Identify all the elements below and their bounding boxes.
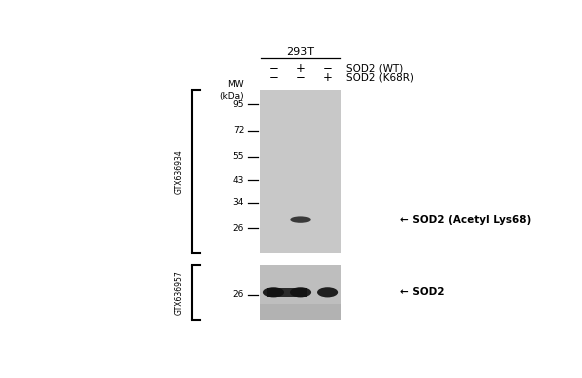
Ellipse shape xyxy=(317,287,338,297)
Text: 43: 43 xyxy=(233,176,244,185)
Text: 26: 26 xyxy=(233,290,244,299)
Ellipse shape xyxy=(290,287,311,297)
Text: ← SOD2: ← SOD2 xyxy=(400,287,444,297)
Text: 95: 95 xyxy=(233,100,244,109)
Text: SOD2 (WT): SOD2 (WT) xyxy=(346,64,403,74)
Text: (kDa): (kDa) xyxy=(219,91,244,101)
Text: 72: 72 xyxy=(233,127,244,135)
Text: +: + xyxy=(296,62,306,75)
Text: 26: 26 xyxy=(233,224,244,233)
Bar xyxy=(260,265,341,321)
Text: −: − xyxy=(296,71,306,84)
Bar xyxy=(260,304,341,321)
Bar xyxy=(267,288,307,297)
Text: MW: MW xyxy=(228,80,244,89)
Text: 293T: 293T xyxy=(286,47,314,57)
Text: 55: 55 xyxy=(233,152,244,161)
Ellipse shape xyxy=(263,287,284,297)
Ellipse shape xyxy=(290,216,311,223)
Text: SOD2 (K68R): SOD2 (K68R) xyxy=(346,73,413,83)
Bar xyxy=(260,90,341,254)
Text: 34: 34 xyxy=(233,198,244,207)
Text: +: + xyxy=(322,71,332,84)
Text: −: − xyxy=(322,62,332,75)
Text: GTX636934: GTX636934 xyxy=(174,150,183,194)
Text: −: − xyxy=(268,62,278,75)
Text: ← SOD2 (Acetyl Lys68): ← SOD2 (Acetyl Lys68) xyxy=(400,215,531,225)
Text: −: − xyxy=(268,71,278,84)
Text: GTX636957: GTX636957 xyxy=(174,270,183,315)
